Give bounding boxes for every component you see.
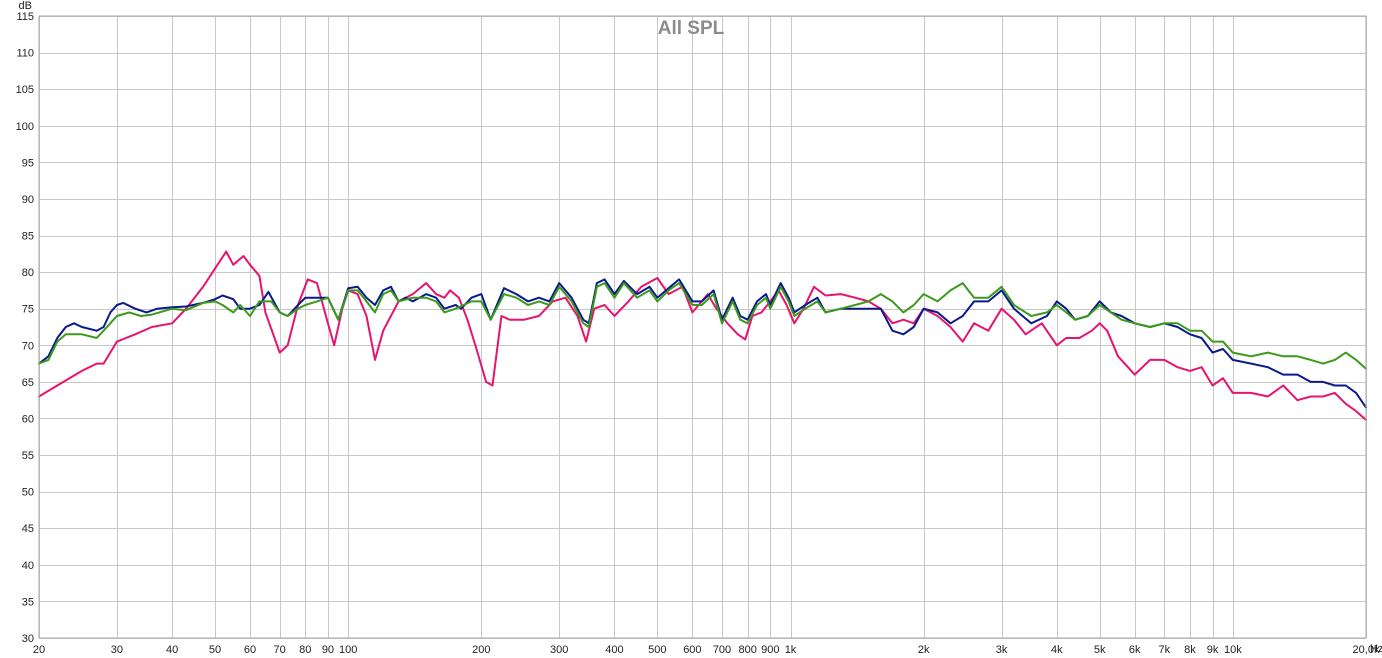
x-tick-label: 7k	[1159, 644, 1171, 656]
y-tick-label: 110	[16, 48, 34, 60]
y-tick-label: 35	[22, 596, 34, 608]
y-tick-label: 45	[22, 523, 34, 535]
x-tick-label: 20,0k	[1353, 644, 1380, 656]
x-tick-label: 70	[274, 644, 286, 656]
y-tick-label: 115	[16, 11, 34, 23]
y-tick-label: 95	[22, 157, 34, 169]
x-tick-label: 50	[209, 644, 221, 656]
y-tick-label: 40	[22, 560, 34, 572]
y-tick-label: 50	[22, 487, 34, 499]
x-tick-label: 600	[683, 644, 701, 656]
series-line-3	[38, 282, 1367, 370]
x-tick-label: 700	[713, 644, 731, 656]
x-tick-label: 800	[738, 644, 756, 656]
x-tick-label: 5k	[1094, 644, 1106, 656]
x-tick-label: 400	[605, 644, 623, 656]
series-line-2	[38, 278, 1367, 409]
series-line-1	[38, 250, 1367, 421]
y-tick-label: 30	[22, 633, 34, 645]
x-tick-label: 4k	[1051, 644, 1063, 656]
x-tick-label: 100	[339, 644, 357, 656]
y-tick-label: 75	[22, 304, 34, 316]
x-tick-label: 60	[244, 644, 256, 656]
x-tick-label: 10k	[1224, 644, 1242, 656]
x-tick-label: 8k	[1184, 644, 1196, 656]
y-tick-label: 65	[22, 377, 34, 389]
series-lines	[38, 250, 1367, 421]
y-tick-label: 90	[22, 194, 34, 206]
x-tick-label: 80	[299, 644, 311, 656]
x-tick-label: 20	[33, 644, 45, 656]
y-tick-label: 100	[16, 121, 34, 133]
x-tick-label: 500	[648, 644, 666, 656]
x-tick-label: 40	[166, 644, 178, 656]
x-tick-label: 3k	[996, 644, 1008, 656]
chart-title: All SPL	[658, 18, 725, 39]
y-tick-label: 80	[22, 267, 34, 279]
y-unit-label: dB	[19, 0, 32, 12]
y-tick-label: 85	[22, 231, 34, 243]
x-tick-labels: 20 30 40 50 60 70 80 90 100 200 300 400 500 600 700 800…	[33, 644, 1380, 656]
y-tick-label: 70	[22, 340, 34, 352]
x-tick-label: 200	[472, 644, 490, 656]
x-tick-label: 90	[322, 644, 334, 656]
y-tick-label: 105	[16, 84, 34, 96]
y-tick-labels: 30 35 40 45 50 55 60 65 70 75 80 85 90 95 100 105 110 115	[16, 11, 34, 645]
x-tick-label: 900	[761, 644, 779, 656]
x-tick-label: 9k	[1207, 644, 1219, 656]
plot-frame	[38, 15, 1367, 639]
x-unit-label: Hz	[1370, 643, 1382, 655]
plot-background	[39, 16, 1366, 638]
y-tick-label: 55	[22, 450, 34, 462]
x-tick-label: 1k	[785, 644, 797, 656]
x-tick-label: 2k	[918, 644, 930, 656]
y-tick-label: 60	[22, 413, 34, 425]
x-tick-label: 30	[111, 644, 123, 656]
x-tick-label: 300	[550, 644, 568, 656]
x-tick-label: 6k	[1129, 644, 1141, 656]
